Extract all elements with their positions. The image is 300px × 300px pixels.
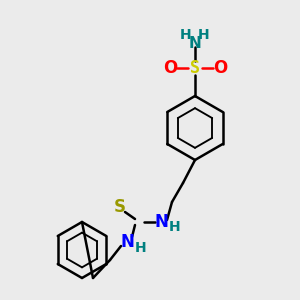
Text: N: N bbox=[189, 35, 201, 50]
Text: H: H bbox=[180, 28, 192, 42]
Text: N: N bbox=[120, 233, 134, 251]
Text: O: O bbox=[163, 59, 177, 77]
Text: O: O bbox=[213, 59, 227, 77]
Text: S: S bbox=[114, 198, 126, 216]
Text: N: N bbox=[154, 213, 168, 231]
Text: H: H bbox=[135, 241, 147, 255]
Text: H: H bbox=[169, 220, 181, 234]
Text: H: H bbox=[198, 28, 210, 42]
Text: S: S bbox=[190, 59, 200, 77]
